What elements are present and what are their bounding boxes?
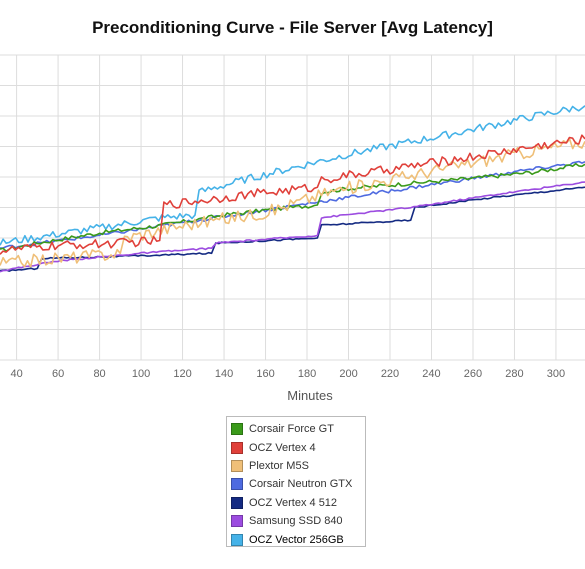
- series-line-samsung-ssd-840: [0, 181, 585, 273]
- x-tick-label: 120: [173, 368, 191, 380]
- legend-swatch: [231, 515, 243, 528]
- x-tick-label: 160: [256, 368, 274, 380]
- series-line-plextor-m5s: [0, 138, 585, 268]
- legend-label: Corsair Neutron GTX: [249, 478, 353, 491]
- x-axis-label: Minutes: [287, 388, 333, 403]
- x-tick-label: 220: [381, 368, 399, 380]
- series-line-corsair-neutron-gtx: [0, 160, 585, 249]
- x-tick-label: 260: [464, 368, 482, 380]
- series-line-corsair-force-gt: [0, 162, 585, 252]
- legend-label: OCZ Vector 256GB: [249, 533, 344, 546]
- x-tick-label: 40: [10, 368, 22, 380]
- legend-swatch: [231, 496, 243, 509]
- series-line-ocz-vector-256gb: [0, 105, 585, 246]
- legend-label: Plextor M5S: [249, 459, 309, 472]
- legend-label: Samsung SSD 840: [249, 515, 343, 528]
- series-lines: [0, 105, 585, 273]
- chart-title: Preconditioning Curve - File Server [Avg…: [92, 18, 493, 37]
- x-tick-label: 180: [298, 368, 316, 380]
- legend-item[interactable]: OCZ Vertex 4 512: [231, 494, 361, 512]
- x-tick-label: 100: [132, 368, 150, 380]
- legend-item[interactable]: Plextor M5S: [231, 457, 361, 475]
- x-tick-label: 60: [52, 368, 64, 380]
- legend-swatch: [231, 423, 243, 436]
- x-tick-label: 200: [339, 368, 357, 380]
- legend-label: OCZ Vertex 4: [249, 441, 316, 454]
- x-tick-label: 140: [215, 368, 233, 380]
- series-line-ocz-vertex-4: [0, 134, 585, 255]
- legend-swatch: [231, 478, 243, 491]
- x-tick-label: 80: [93, 368, 105, 380]
- legend-swatch: [231, 459, 243, 472]
- legend-item[interactable]: Samsung SSD 840: [231, 512, 361, 530]
- legend-item[interactable]: OCZ Vector 256GB: [231, 530, 361, 548]
- x-tick-label: 240: [422, 368, 440, 380]
- legend-swatch: [231, 441, 243, 454]
- gridlines: [0, 54, 585, 361]
- legend-label: Corsair Force GT: [249, 423, 334, 436]
- legend-item[interactable]: OCZ Vertex 4: [231, 438, 361, 456]
- legend-item[interactable]: Corsair Force GT: [231, 420, 361, 438]
- x-tick-labels: 40 60 80 100 120 140 160 180 200 220 240 260 280 300: [10, 368, 565, 380]
- x-tick-label: 280: [505, 368, 523, 380]
- x-tick-label: 300: [547, 368, 565, 380]
- legend: Corsair Force GT OCZ Vertex 4 Plextor M5S C…: [226, 416, 366, 547]
- legend-label: OCZ Vertex 4 512: [249, 496, 338, 509]
- legend-swatch: [231, 533, 243, 546]
- legend-item[interactable]: Corsair Neutron GTX: [231, 475, 361, 493]
